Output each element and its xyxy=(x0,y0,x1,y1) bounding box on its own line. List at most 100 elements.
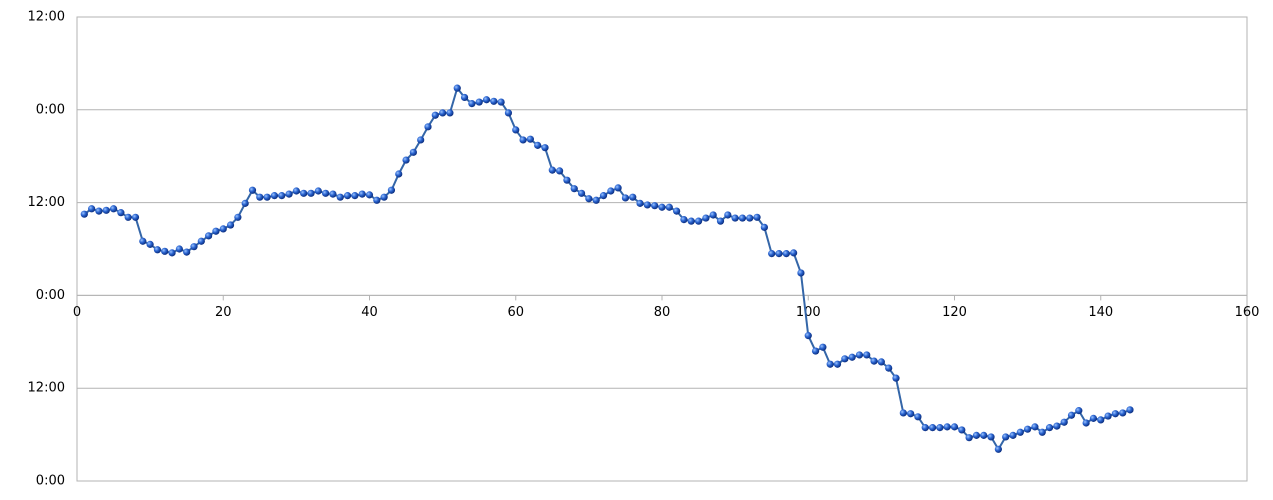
data-point xyxy=(482,96,491,104)
data-point xyxy=(760,223,768,231)
x-tick-label: 80 xyxy=(654,305,671,320)
data-point xyxy=(1082,419,1090,427)
x-tick-label: 40 xyxy=(361,305,378,320)
data-point xyxy=(694,217,703,225)
data-point xyxy=(395,170,403,178)
data-point xyxy=(300,189,308,197)
data-point xyxy=(256,193,264,201)
data-point xyxy=(314,187,322,195)
data-point xyxy=(577,189,586,197)
data-point xyxy=(292,187,300,195)
data-point xyxy=(972,431,981,439)
data-point xyxy=(855,351,864,359)
data-point xyxy=(863,351,871,359)
data-point xyxy=(1089,414,1098,422)
data-point xyxy=(490,97,498,105)
data-point xyxy=(497,98,505,106)
x-tick-label: 160 xyxy=(1235,305,1260,320)
data-point xyxy=(212,227,220,235)
data-point xyxy=(673,207,681,215)
data-point xyxy=(936,424,944,432)
data-point xyxy=(709,211,717,219)
data-point xyxy=(724,211,732,219)
data-point xyxy=(614,184,622,192)
data-point xyxy=(687,217,695,225)
data-point xyxy=(1060,418,1068,426)
data-point xyxy=(219,225,227,233)
data-point xyxy=(1075,407,1083,415)
data-point xyxy=(519,136,527,144)
data-point xyxy=(914,413,922,421)
data-point xyxy=(548,166,556,174)
data-point xyxy=(877,358,885,366)
data-point xyxy=(819,343,827,351)
data-point xyxy=(526,135,534,143)
data-point xyxy=(1111,410,1119,418)
data-point xyxy=(621,194,630,202)
data-point xyxy=(475,98,483,106)
data-point xyxy=(643,201,651,209)
data-point xyxy=(958,426,966,434)
data-point xyxy=(417,136,425,144)
data-point xyxy=(80,210,88,218)
data-point xyxy=(168,249,176,257)
data-point xyxy=(950,423,959,431)
data-point xyxy=(680,216,688,224)
data-point xyxy=(928,424,937,432)
data-point xyxy=(965,434,973,442)
data-point xyxy=(124,213,132,221)
data-point xyxy=(380,193,388,201)
data-point xyxy=(826,360,834,368)
data-point xyxy=(797,269,805,277)
data-point xyxy=(270,192,279,200)
y-tick-label: 0:00 xyxy=(36,288,65,303)
data-point xyxy=(994,445,1002,453)
data-point xyxy=(424,123,432,131)
data-point xyxy=(226,221,235,229)
data-point xyxy=(460,93,469,102)
data-point xyxy=(1016,428,1024,436)
data-point xyxy=(241,199,249,207)
data-point xyxy=(373,196,381,204)
data-point xyxy=(1097,416,1105,424)
data-point xyxy=(636,199,644,207)
data-point xyxy=(1002,433,1010,441)
data-point xyxy=(665,203,673,211)
data-point xyxy=(833,360,842,368)
data-point xyxy=(248,186,257,194)
data-point xyxy=(731,214,739,222)
data-point xyxy=(870,357,878,365)
data-point xyxy=(446,109,454,117)
data-point xyxy=(607,187,615,195)
data-point xyxy=(541,144,549,152)
data-point xyxy=(1031,423,1039,431)
data-point xyxy=(431,111,439,119)
data-point xyxy=(358,190,366,198)
data-point xyxy=(1126,406,1134,414)
data-point xyxy=(534,141,542,149)
data-point xyxy=(278,192,286,200)
data-point xyxy=(775,250,783,258)
data-point xyxy=(263,193,271,201)
data-point xyxy=(153,246,162,254)
data-point xyxy=(322,189,330,197)
data-point xyxy=(1119,409,1127,417)
y-tick-label: 12:00 xyxy=(28,381,65,396)
data-point xyxy=(95,207,103,215)
data-point xyxy=(629,193,637,201)
data-point xyxy=(402,156,410,164)
x-tick-label: 20 xyxy=(215,305,232,320)
plot-frame xyxy=(76,16,1248,482)
data-point xyxy=(556,167,564,175)
data-point xyxy=(899,409,907,417)
data-point xyxy=(921,424,929,432)
data-point xyxy=(658,203,666,211)
data-point xyxy=(1067,411,1076,419)
data-point xyxy=(753,213,761,221)
data-point xyxy=(702,214,710,222)
data-point xyxy=(738,214,747,222)
y-tick-label: 0:00 xyxy=(36,102,65,117)
data-point xyxy=(1045,424,1054,432)
data-point xyxy=(943,423,951,431)
